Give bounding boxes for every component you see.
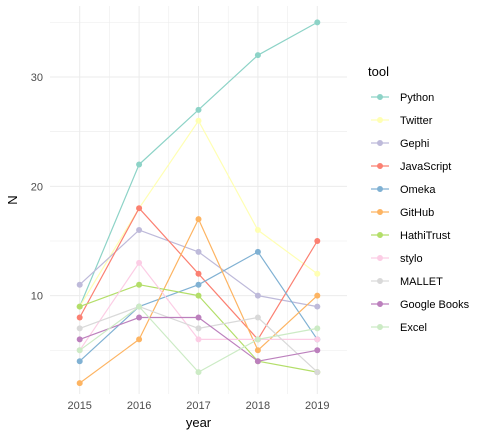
legend-key-point	[377, 232, 383, 238]
data-point	[314, 347, 321, 354]
data-point	[195, 292, 202, 299]
data-point	[195, 248, 202, 255]
data-point	[195, 336, 202, 343]
data-point	[195, 106, 202, 113]
data-point	[136, 314, 143, 321]
legend-item: Google Books	[371, 299, 470, 311]
data-point	[254, 314, 261, 321]
data-point	[314, 270, 321, 277]
legend-key-point	[377, 209, 383, 215]
legend-key-point	[377, 94, 383, 100]
legend-item: stylo	[371, 253, 423, 265]
legend-label: JavaScript	[400, 161, 451, 173]
legend-label: MALLET	[400, 276, 443, 288]
legend-key-point	[377, 117, 383, 123]
data-point	[195, 369, 202, 376]
legend-label: GitHub	[400, 207, 434, 219]
legend-title: tool	[368, 64, 389, 79]
data-point	[314, 325, 321, 332]
data-point	[195, 314, 202, 321]
legend-item: HathiTrust	[371, 230, 450, 242]
data-point	[314, 292, 321, 299]
legend-key-point	[377, 140, 383, 146]
legend-key-point	[377, 255, 383, 261]
legend-key-point	[377, 278, 383, 284]
legend-item: JavaScript	[371, 161, 451, 173]
data-point	[76, 336, 83, 343]
data-point	[314, 369, 321, 376]
data-point	[254, 347, 261, 354]
legend-item: Twitter	[371, 115, 433, 127]
data-point	[254, 52, 261, 59]
data-point	[76, 325, 83, 332]
legend-label: Omeka	[400, 184, 436, 196]
data-point	[76, 281, 83, 288]
y-tick-label: 20	[31, 181, 43, 193]
data-point	[195, 325, 202, 332]
data-point	[254, 292, 261, 299]
x-tick-label: 2016	[127, 400, 151, 412]
legend-key-point	[377, 163, 383, 169]
series-points	[76, 19, 321, 387]
y-axis-title: N	[5, 195, 20, 204]
data-point	[254, 336, 261, 343]
data-point	[136, 259, 143, 266]
data-point	[136, 336, 143, 343]
y-tick-label: 30	[31, 72, 43, 84]
x-tick-label: 2017	[186, 400, 210, 412]
y-axis-ticks: 10 20 30	[31, 72, 43, 303]
data-point	[136, 205, 143, 212]
legend-label: Google Books	[400, 299, 470, 311]
data-point	[76, 314, 83, 321]
legend-item: Excel	[371, 322, 427, 334]
data-point	[76, 303, 83, 310]
legend-label: Gephi	[400, 138, 429, 150]
y-tick-label: 10	[31, 291, 43, 303]
data-point	[136, 281, 143, 288]
data-point	[136, 227, 143, 234]
legend-label: HathiTrust	[400, 230, 450, 242]
legend-label: Excel	[400, 322, 427, 334]
x-tick-label: 2018	[246, 400, 270, 412]
data-point	[136, 303, 143, 310]
legend-item: Omeka	[371, 184, 436, 196]
data-point	[195, 281, 202, 288]
data-point	[254, 227, 261, 234]
data-point	[254, 358, 261, 365]
legend-item: GitHub	[371, 207, 434, 219]
legend-item: MALLET	[371, 276, 443, 288]
data-point	[76, 380, 83, 387]
data-point	[314, 19, 321, 26]
legend-key-point	[377, 324, 383, 330]
x-tick-label: 2015	[67, 400, 91, 412]
data-point	[195, 216, 202, 223]
legend-label: stylo	[400, 253, 423, 265]
x-axis-title: year	[186, 415, 212, 430]
data-point	[314, 237, 321, 244]
data-point	[314, 336, 321, 343]
legend-label: Twitter	[400, 115, 433, 127]
legend-key-point	[377, 301, 383, 307]
x-tick-label: 2019	[305, 400, 329, 412]
grid	[50, 6, 347, 394]
data-point	[76, 347, 83, 354]
data-point	[195, 117, 202, 124]
data-point	[136, 161, 143, 168]
legend: tool Python Twitter Gephi JavaScript Omeka Gi…	[368, 64, 470, 334]
data-point	[254, 248, 261, 255]
legend-item: Gephi	[371, 138, 429, 150]
data-point	[314, 303, 321, 310]
legend-item: Python	[371, 92, 434, 104]
legend-key-point	[377, 186, 383, 192]
data-point	[195, 270, 202, 277]
data-point	[76, 358, 83, 365]
legend-label: Python	[400, 92, 434, 104]
x-axis-ticks: 2015 2016 2017 2018 2019	[67, 400, 329, 412]
